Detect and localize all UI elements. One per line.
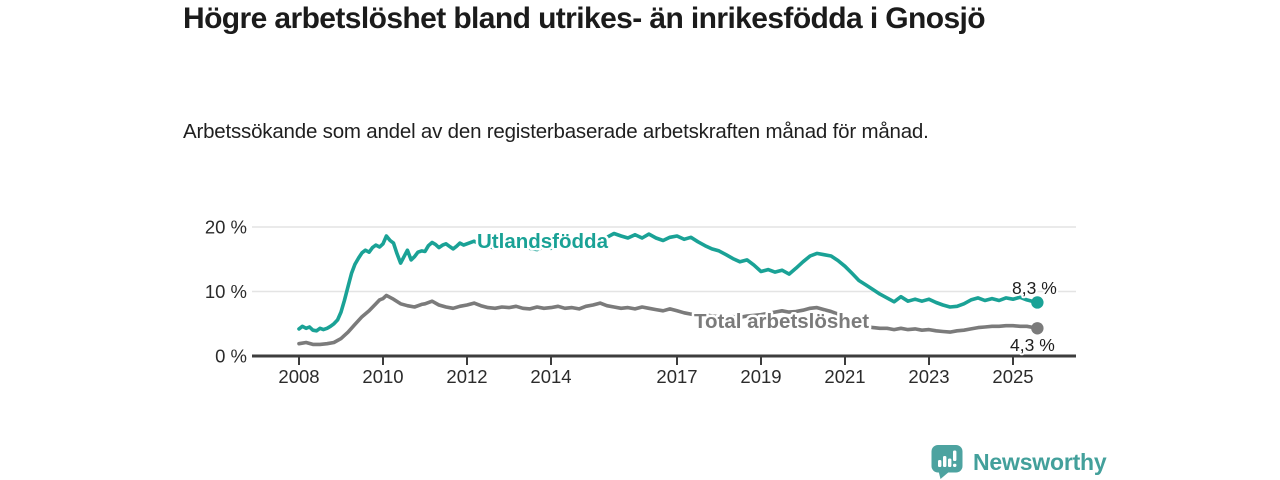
- newsworthy-brand: Newsworthy: [930, 444, 1107, 480]
- series-end-value-label: 8,3 %: [1012, 278, 1057, 298]
- x-axis-tick-label: 2017: [656, 366, 697, 387]
- x-axis-tick-label: 2012: [446, 366, 487, 387]
- y-axis-tick-label: 0 %: [215, 346, 247, 367]
- x-axis-tick-label: 2014: [530, 366, 571, 387]
- x-axis-tick-label: 2021: [824, 366, 865, 387]
- x-axis-tick-label: 2019: [740, 366, 781, 387]
- unemployment-line-chart: 0 % 10 % 20 % 2008 2010 2012 2014 2017 2019 2021 2…: [205, 217, 1076, 387]
- page-title: Högre arbetslöshet bland utrikes- än inr…: [183, 2, 986, 35]
- series-end-value-label: 4,3 %: [1010, 335, 1055, 355]
- series-end-dot: [1031, 322, 1044, 335]
- x-axis-tick-label: 2008: [278, 366, 319, 387]
- newsworthy-brand-text: Newsworthy: [973, 448, 1107, 475]
- x-axis-tick-label: 2010: [362, 366, 403, 387]
- series-line-utlandsfodda: [297, 231, 1040, 333]
- y-axis-tick-label: 10 %: [205, 281, 247, 302]
- x-axis-tick-label: 2023: [908, 366, 949, 387]
- series-line-total: [297, 293, 1040, 347]
- series-label-utlandsfodda: Utlandsfödda: [477, 230, 609, 253]
- y-axis-tick-label: 20 %: [205, 217, 247, 238]
- x-axis-tick-label: 2025: [992, 366, 1033, 387]
- series-end-dot: [1031, 296, 1044, 309]
- chart-subtitle: Arbetssökande som andel av den registerb…: [183, 120, 929, 143]
- series-label-total: Total arbetslöshet: [694, 310, 869, 333]
- newsworthy-logo-icon: [931, 445, 963, 479]
